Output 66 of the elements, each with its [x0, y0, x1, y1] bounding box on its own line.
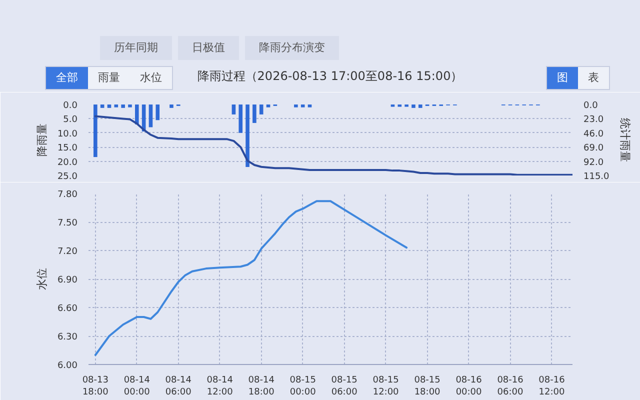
bar — [121, 104, 125, 108]
x-tick-label: 08-14 12:00 — [206, 376, 234, 398]
bar — [418, 104, 422, 108]
y-tick-label: 15.0 — [57, 144, 78, 154]
bar — [294, 104, 298, 108]
y-tick-label: 20.0 — [57, 158, 78, 168]
y2-tick-label: 115.0 — [584, 172, 610, 182]
text: 历年同期 — [100, 36, 172, 60]
text: 降雨分布演变 — [245, 36, 339, 60]
x-tick-label: 08-16 00:00 — [456, 376, 482, 398]
bar — [148, 104, 153, 128]
y-axis-title: 降雨量 — [35, 124, 48, 156]
bar — [412, 104, 416, 108]
y-tick-label: 7.20 — [57, 247, 78, 257]
bar — [100, 104, 104, 108]
bar — [128, 104, 132, 108]
y-tick-label: 5.0 — [63, 115, 78, 126]
y2-tick-label: 23.0 — [584, 115, 604, 126]
y-tick-label: 0.0 — [63, 101, 78, 111]
y-tick-label: 10.0 — [57, 129, 78, 140]
y-tick-label: 6.30 — [57, 332, 78, 342]
y2-tick-label: 92.0 — [584, 158, 604, 168]
y-tick-label: 7.80 — [57, 190, 78, 200]
bar — [156, 104, 160, 120]
bar — [259, 104, 264, 114]
y-axis-title: 水位 — [35, 268, 48, 290]
bar — [107, 104, 112, 108]
text: 水位 — [130, 67, 172, 89]
text: 日极值 — [178, 36, 239, 60]
y2-tick-label: 69.0 — [584, 144, 604, 154]
text: 图 — [547, 67, 578, 89]
y2-axis-title: 统计雨量 — [618, 118, 632, 162]
text: 雨量 — [88, 67, 130, 89]
x-tick-label: 08-15 12:00 — [372, 376, 400, 398]
y-tick-label: 6.90 — [57, 276, 78, 286]
x-tick-label: 08-15 18:00 — [414, 376, 441, 398]
chart-title: 降雨过程（2026-08-13 17:00至08-16 15:00） — [197, 69, 463, 83]
bar — [170, 104, 174, 108]
y-tick-label: 6.00 — [57, 361, 78, 371]
x-tick-label: 08-13 18:00 — [82, 376, 109, 398]
line-series — [94, 200, 408, 356]
bar — [300, 104, 305, 108]
text: 表 — [578, 67, 609, 89]
y-tick-label: 25.0 — [57, 172, 78, 182]
x-tick-label: 08-14 00:00 — [124, 376, 150, 398]
x-tick-label: 08-15 00:00 — [290, 376, 316, 398]
x-tick-label: 08-15 06:00 — [331, 376, 358, 398]
bar — [252, 104, 256, 123]
x-tick-label: 08-14 06:00 — [165, 376, 192, 398]
y-tick-label: 7.50 — [57, 218, 78, 228]
bar — [94, 104, 98, 158]
y2-tick-label: 46.0 — [584, 129, 604, 140]
x-tick-label: 08-16 12:00 — [538, 376, 566, 398]
bar — [266, 104, 270, 108]
bar — [246, 104, 250, 167]
bar — [114, 104, 118, 108]
bar — [238, 104, 243, 133]
y-tick-label: 6.60 — [57, 304, 78, 314]
bar — [308, 104, 312, 108]
x-tick-label: 08-14 18:00 — [248, 376, 275, 398]
text: 全部 — [46, 67, 88, 89]
line-series — [94, 115, 572, 176]
bar — [135, 104, 139, 124]
x-tick-label: 08-16 06:00 — [497, 376, 524, 398]
bar — [232, 104, 236, 114]
y2-tick-label: 0.0 — [584, 101, 598, 111]
